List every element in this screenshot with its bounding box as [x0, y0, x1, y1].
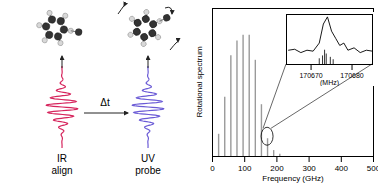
svg-text:Δt: Δt	[100, 97, 110, 108]
svg-text:300: 300	[302, 164, 316, 173]
svg-text:200: 200	[270, 164, 284, 173]
svg-text:Rotational spectrum: Rotational spectrum	[195, 46, 204, 117]
svg-text:500: 500	[367, 164, 378, 173]
svg-text:align: align	[51, 165, 72, 176]
svg-text:(MHz): (MHz)	[320, 79, 339, 87]
svg-text:UV: UV	[141, 153, 155, 164]
svg-text:100: 100	[238, 164, 252, 173]
svg-text:IR: IR	[57, 153, 67, 164]
svg-text:probe: probe	[135, 165, 161, 176]
svg-text:0: 0	[210, 164, 215, 173]
svg-text:Frequency (GHz): Frequency (GHz)	[262, 174, 324, 183]
svg-text:170670: 170670	[299, 72, 323, 80]
svg-text:400: 400	[335, 164, 349, 173]
svg-text:170680: 170680	[340, 72, 363, 79]
